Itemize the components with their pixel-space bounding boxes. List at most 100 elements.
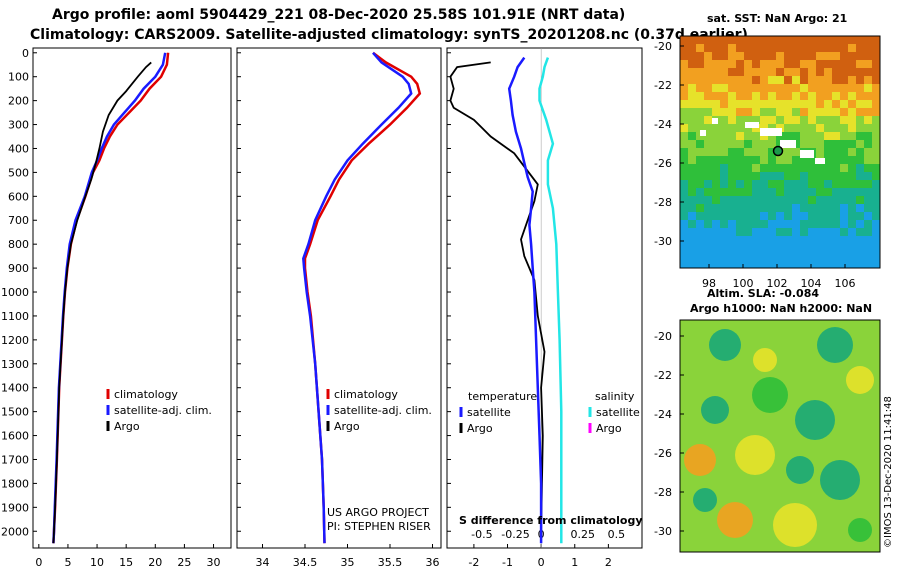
sla-blob	[735, 435, 775, 475]
difference-temperature-argo-line	[449, 61, 546, 532]
legend-salinity-title: salinity	[595, 390, 635, 403]
temperature-x-tick-label: 20	[148, 556, 162, 569]
salinity-x-tick-label: 35.5	[378, 556, 403, 569]
sla-blob	[773, 503, 817, 547]
temperature-x-tick-label: 30	[207, 556, 221, 569]
temperature-x-tick-label: 15	[119, 556, 133, 569]
cloud-patch	[700, 130, 706, 136]
sla-blob	[709, 329, 741, 361]
sst-lat-label: -26	[654, 157, 672, 170]
sla-blob	[786, 456, 814, 484]
imos-stamp: ©IMOS 13-Dec-2020 11:41:48	[883, 396, 894, 548]
y-tick-label: 700	[8, 214, 29, 227]
legend-argo: Argo	[114, 420, 140, 433]
sst-lat-label: -24	[654, 118, 672, 131]
difference-temp-tick-label: 1	[571, 556, 578, 569]
sst-map-title: sat. SST: NaN Argo: 21	[707, 12, 847, 25]
legend-climatology: climatology	[114, 388, 178, 401]
sst-lat-label: -30	[654, 235, 672, 248]
sla-blob	[846, 366, 874, 394]
sst-lon-label: 104	[801, 277, 822, 290]
salinity-satellite-line	[302, 51, 413, 544]
sla-blob	[701, 396, 729, 424]
y-tick-label: 800	[8, 238, 29, 251]
sst-lon-label: 98	[702, 277, 716, 290]
y-tick-label: 500	[8, 166, 29, 179]
y-tick-label: 1300	[1, 358, 29, 371]
y-tick-label: 0	[22, 47, 29, 60]
temperature-x-tick-label: 10	[90, 556, 104, 569]
sla-blob	[752, 377, 788, 413]
sla-blob	[717, 502, 753, 538]
salinity-x-tick-label: 34.5	[293, 556, 318, 569]
difference-temperature-satellite-line	[507, 56, 543, 544]
legend-satellite: satellite-adj. clim.	[114, 404, 212, 417]
difference-temp-tick-label: 0	[538, 556, 545, 569]
y-tick-label: 1200	[1, 334, 29, 347]
legend-temp-satellite: satellite	[467, 406, 511, 419]
sla-lat-label: -24	[654, 408, 672, 421]
sla-blob	[817, 327, 853, 363]
cloud-patch	[780, 140, 796, 148]
y-tick-label: 1900	[1, 501, 29, 514]
y-tick-label: 2000	[1, 525, 29, 538]
difference-temp-tick-label: -2	[468, 556, 479, 569]
sla-blob	[693, 488, 717, 512]
sla-lat-label: -26	[654, 447, 672, 460]
sst-lat-label: -28	[654, 196, 672, 209]
sla-blob	[753, 348, 777, 372]
y-tick-label: 300	[8, 119, 29, 132]
salinity-x-tick-label: 36	[426, 556, 440, 569]
sst-lon-label: 100	[733, 277, 754, 290]
salinity-panel	[236, 47, 442, 549]
y-tick-label: 100	[8, 71, 29, 84]
difference-sal-tick-label: 0.5	[608, 528, 626, 541]
difference-temp-tick-label: 2	[605, 556, 612, 569]
y-tick-label: 1100	[1, 310, 29, 323]
sla-blob	[820, 460, 860, 500]
difference-sal-tick-label: 0.25	[571, 528, 596, 541]
y-tick-label: 1400	[1, 382, 29, 395]
sst-lon-label: 106	[835, 277, 856, 290]
legend-satellite: satellite-adj. clim.	[334, 404, 432, 417]
legend-climatology: climatology	[334, 388, 398, 401]
sla-lat-label: -30	[654, 525, 672, 538]
temperature-x-tick-label: 0	[35, 556, 42, 569]
sla-lat-label: -28	[654, 486, 672, 499]
cloud-patch	[760, 128, 782, 136]
cloud-patch	[712, 118, 718, 124]
cloud-patch	[745, 122, 759, 128]
temperature-argo-line	[52, 61, 152, 544]
y-tick-label: 1600	[1, 430, 29, 443]
y-tick-label: 200	[8, 95, 29, 108]
temperature-x-tick-label: 5	[64, 556, 71, 569]
sla-map-title-1: Altim. SLA: -0.084	[707, 287, 819, 300]
y-tick-label: 600	[8, 190, 29, 203]
salinity-x-tick-label: 34	[256, 556, 270, 569]
temperature-panel	[32, 47, 232, 549]
cloud-patch	[815, 158, 825, 164]
sst-lon-label: 102	[767, 277, 788, 290]
argo-position-marker	[772, 145, 784, 157]
legend-sal-argo: Argo	[596, 422, 622, 435]
sla-blob	[684, 444, 716, 476]
credit-project: US ARGO PROJECT	[327, 506, 429, 519]
legend-temperature-title: temperature	[468, 390, 537, 403]
y-tick-label: 1000	[1, 286, 29, 299]
difference-salinity-satellite-line	[538, 57, 563, 544]
difference-title: S difference from climatology	[459, 514, 643, 527]
sla-lat-label: -20	[654, 330, 672, 343]
difference-temp-tick-label: -1	[502, 556, 513, 569]
sla-map-title-2: Argo h1000: NaN h2000: NaN	[690, 302, 872, 315]
temperature-x-tick-label: 25	[177, 556, 191, 569]
sst-map-frame	[679, 35, 881, 269]
header-line-2: Climatology: CARS2009. Satellite-adjuste…	[30, 27, 748, 43]
sst-map	[680, 36, 880, 268]
y-tick-label: 1500	[1, 406, 29, 419]
y-tick-label: 1800	[1, 477, 29, 490]
difference-sal-tick-label: -0.25	[501, 528, 529, 541]
difference-sal-tick-label: -0.5	[471, 528, 492, 541]
header-line-1: Argo profile: aoml 5904429_221 08-Dec-20…	[52, 7, 626, 23]
sla-blob	[848, 518, 872, 542]
